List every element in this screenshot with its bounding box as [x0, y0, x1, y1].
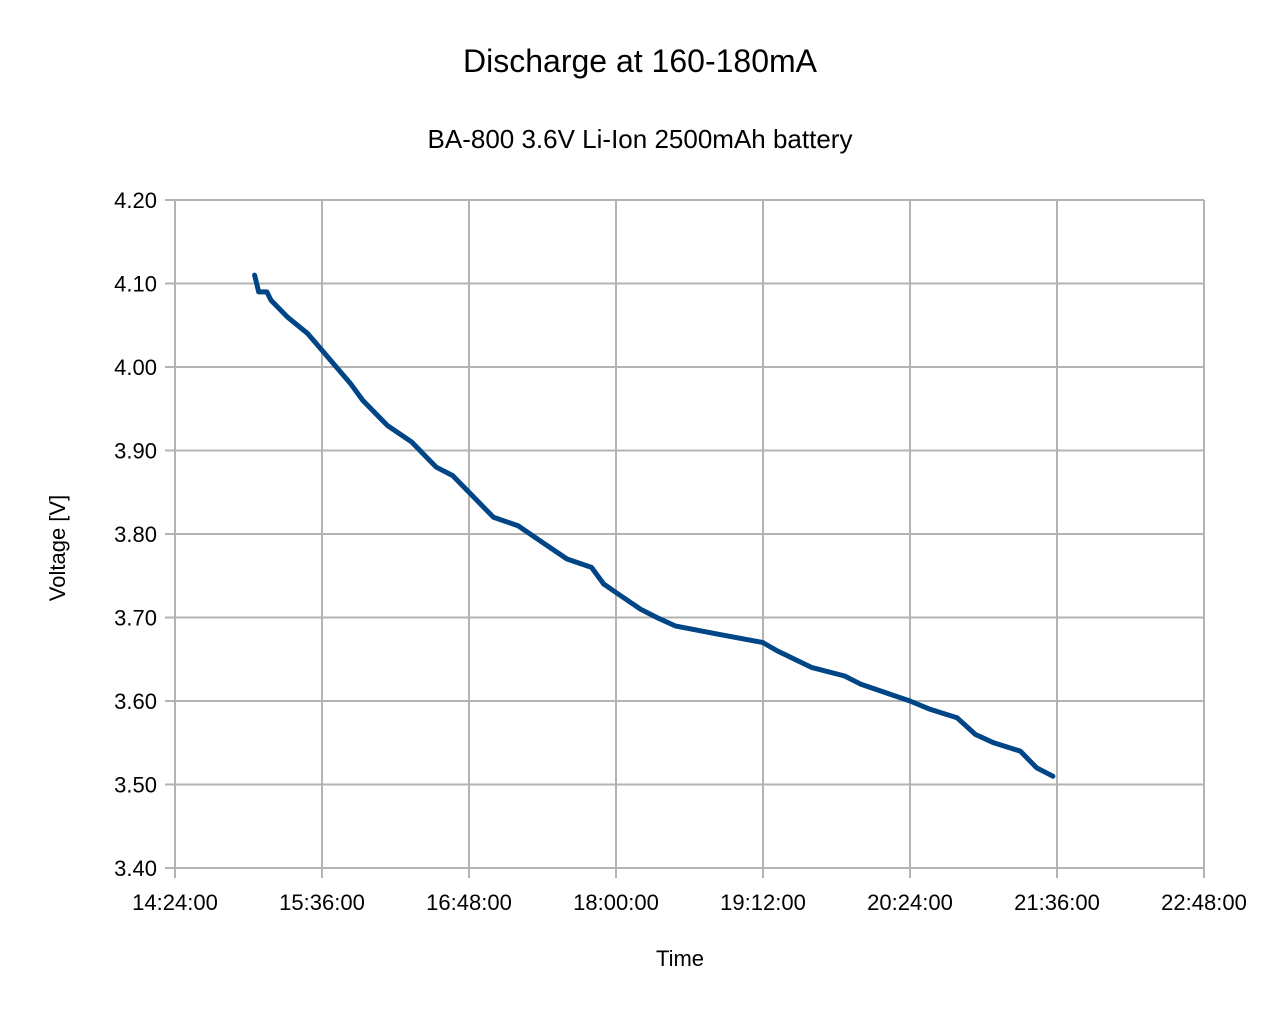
y-tick-label: 4.00 [114, 355, 157, 380]
x-tick-label: 14:24:00 [132, 890, 218, 915]
gridlines [174, 199, 1205, 869]
x-tick-label: 16:48:00 [426, 890, 512, 915]
y-tick-label: 3.80 [114, 522, 157, 547]
y-tick-label: 3.90 [114, 439, 157, 464]
y-tick-label: 3.40 [114, 856, 157, 881]
x-axis-label: Time [656, 946, 704, 971]
chart-title: Discharge at 160-180mA [463, 43, 818, 79]
x-tick-label: 15:36:00 [279, 890, 365, 915]
x-tick-label: 21:36:00 [1014, 890, 1100, 915]
y-tick-label: 3.70 [114, 606, 157, 631]
x-tick-label: 18:00:00 [573, 890, 659, 915]
series-line-0 [252, 272, 1056, 779]
y-axis-label: Voltage [V] [45, 495, 70, 601]
y-tick-label: 4.20 [114, 188, 157, 213]
y-axis-ticks: 4.20 4.10 4.00 3.90 3.80 3.70 3.60 3.50 3.40 [114, 188, 175, 881]
x-axis-ticks: 14:24:00 15:36:00 16:48:00 18:00:00 19:12:00… [132, 868, 1247, 915]
x-tick-label: 22:48:00 [1161, 890, 1247, 915]
y-tick-label: 4.10 [114, 272, 157, 297]
y-tick-label: 3.50 [114, 773, 157, 798]
y-tick-label: 3.60 [114, 689, 157, 714]
x-tick-label: 19:12:00 [720, 890, 806, 915]
x-tick-label: 20:24:00 [867, 890, 953, 915]
chart-subtitle: BA-800 3.6V Li-Ion 2500mAh battery [428, 124, 853, 154]
plot-area [252, 272, 1056, 779]
